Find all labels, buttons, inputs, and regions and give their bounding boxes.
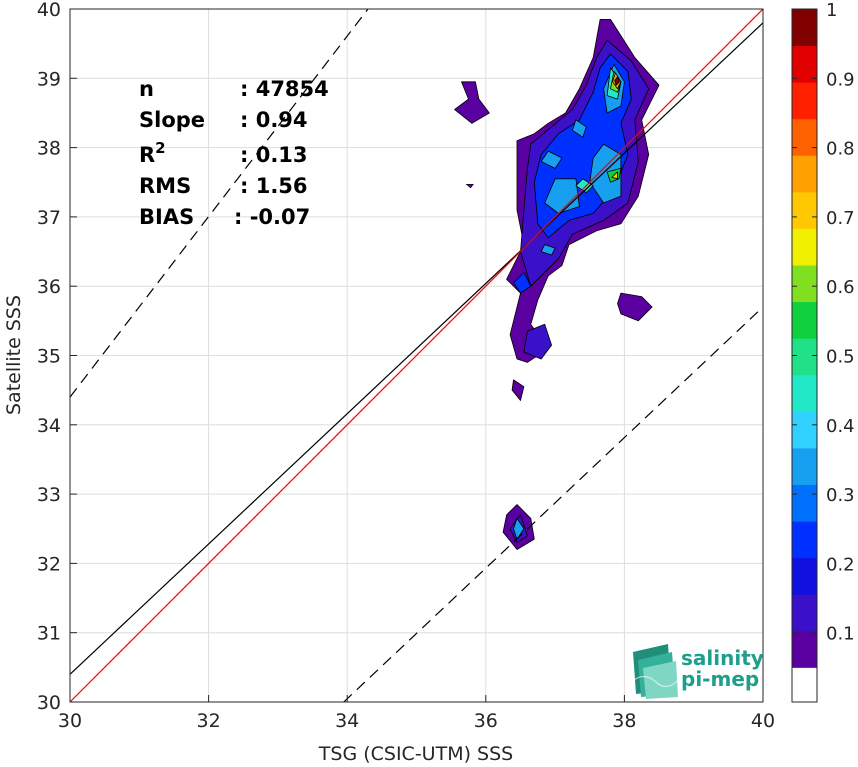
- colorbar-segment: [792, 228, 817, 266]
- stat-label: R2: [139, 139, 166, 167]
- reference-lines: [69, 8, 764, 703]
- x-tick-label: 32: [197, 710, 221, 732]
- colorbar: 0.1 0.2 0.3 0.4 0.5 0.6 0.7 0.8 0.9 1: [791, 0, 855, 703]
- density-contour: [544, 178, 580, 214]
- density-contour: [614, 76, 620, 86]
- y-axis-label: Satellite SSS: [3, 295, 25, 415]
- stat-value: : 1.56: [240, 174, 308, 198]
- lower-bound-line: [343, 306, 764, 703]
- x-axis-label: TSG (CSIC-UTM) SSS: [318, 743, 513, 765]
- density-contour: [465, 184, 474, 189]
- density-contours: [454, 18, 660, 550]
- density-contour: [540, 244, 556, 256]
- colorbar-tick-label: 0.9: [826, 69, 855, 90]
- colorbar-segment: [792, 447, 817, 485]
- density-contour: [572, 119, 587, 138]
- colorbar-segment: [792, 301, 817, 339]
- salinity-pi-mep-logo: salinity pi-mep: [633, 644, 764, 699]
- colorbar-segment: [792, 9, 817, 47]
- regression-line: [69, 22, 764, 675]
- x-tick-label: 36: [474, 710, 498, 732]
- stat-value: : 0.13: [240, 143, 308, 167]
- y-tick-label: 31: [37, 623, 61, 645]
- logo-line2: pi-mep: [681, 667, 759, 691]
- density-contour: [511, 379, 525, 401]
- colorbar-segment: [792, 45, 817, 83]
- colorbar-segment: [792, 155, 817, 193]
- colorbar-segment: [792, 118, 817, 156]
- y-tick-label: 36: [37, 276, 61, 298]
- density-contour: [454, 81, 490, 124]
- colorbar-tick-label: 0.2: [826, 554, 855, 575]
- x-tick-label: 38: [612, 710, 636, 732]
- y-tick-label: 35: [37, 346, 61, 368]
- logo-waves-icon: [633, 644, 679, 699]
- y-tick-label: 38: [37, 138, 61, 160]
- logo-line1: salinity: [681, 646, 764, 670]
- stat-label: Slope: [139, 108, 205, 132]
- identity-line: [69, 8, 764, 703]
- statistics-box: n : 47854 Slope : 0.94 R2 : 0.13 RMS : 1.56 BIAS…: [139, 77, 329, 229]
- y-tick-label: 32: [37, 553, 61, 575]
- x-tick-label: 34: [335, 710, 359, 732]
- y-axis-ticks: 30 31 32 33 34 35 36 37 38 39 40: [37, 0, 77, 714]
- density-contour: [540, 150, 563, 169]
- colorbar-tick-label: 0.1: [826, 624, 855, 645]
- density-contour: [523, 323, 552, 360]
- y-tick-label: 40: [37, 0, 61, 21]
- colorbar-segment: [792, 521, 817, 559]
- colorbar-segment: [792, 484, 817, 522]
- x-tick-label: 40: [751, 710, 775, 732]
- density-contour: [611, 171, 618, 180]
- density-contour: [513, 271, 532, 294]
- y-tick-label: 39: [37, 68, 61, 90]
- colorbar-segment: [792, 191, 817, 229]
- stat-label: BIAS: [139, 205, 194, 229]
- colorbar-tick-label: 0.8: [826, 139, 855, 160]
- colorbar-tick-label: 0.6: [826, 277, 855, 298]
- stat-value: : -0.07: [234, 205, 310, 229]
- y-tick-label: 34: [37, 415, 61, 437]
- y-tick-label: 37: [37, 207, 61, 229]
- stat-label: RMS: [139, 174, 191, 198]
- colorbar-tick-label: 0.5: [826, 347, 855, 368]
- colorbar-tick-label: 0.7: [826, 208, 855, 229]
- stat-label-superscript: 2: [155, 139, 165, 157]
- colorbar-segment: [792, 374, 817, 412]
- colorbar-segment: [792, 411, 817, 449]
- x-tick-label: 30: [58, 710, 82, 732]
- colorbar-segment: [792, 82, 817, 120]
- y-tick-label: 30: [37, 692, 61, 714]
- upper-bound-line: [69, 8, 369, 398]
- colorbar-tick-label: 0.3: [826, 485, 855, 506]
- colorbar-segment: [792, 667, 817, 702]
- x-axis-ticks: 30 32 34 36 38 40: [58, 695, 775, 732]
- colorbar-segment: [792, 630, 817, 668]
- colorbar-tick-label: 1: [826, 0, 837, 21]
- stat-value: : 47854: [240, 77, 329, 101]
- density-contour: [575, 178, 594, 194]
- stat-label: n: [139, 77, 154, 101]
- colorbar-tick-label: 0.4: [826, 416, 855, 437]
- density-contour: [617, 292, 653, 322]
- colorbar-segment: [792, 594, 817, 632]
- y-tick-label: 33: [37, 484, 61, 506]
- colorbar-segment: [792, 265, 817, 303]
- colorbar-segment: [792, 338, 817, 376]
- stat-value: : 0.94: [240, 108, 308, 132]
